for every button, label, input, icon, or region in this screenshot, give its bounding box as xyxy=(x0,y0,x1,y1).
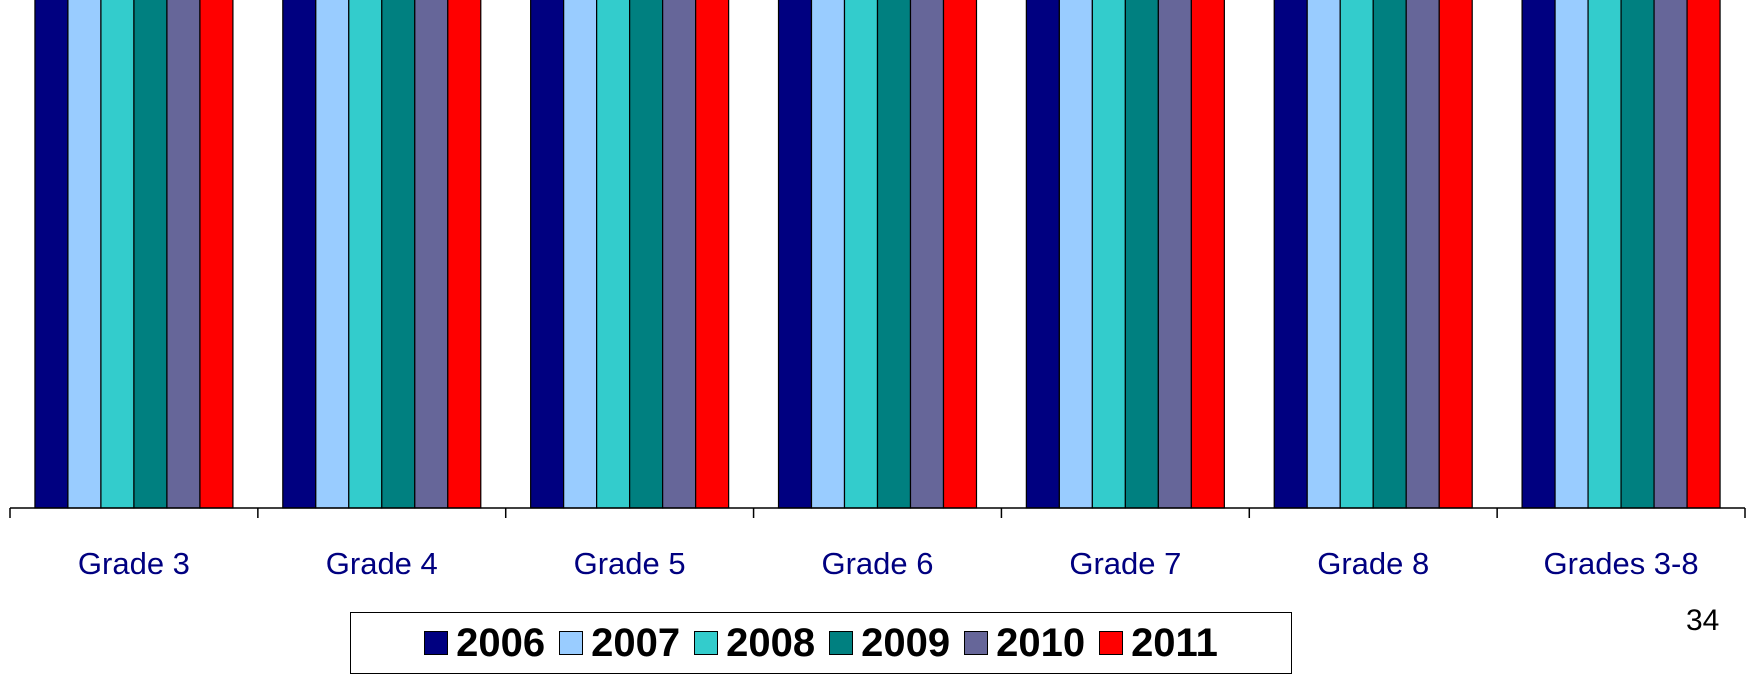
bar-2010-grade-7 xyxy=(1157,0,1192,509)
bar-2009-grade-5 xyxy=(629,0,664,509)
bar-2007-grades-3-8 xyxy=(1554,0,1589,509)
legend-swatch xyxy=(559,631,584,655)
bar-2006-grades-3-8 xyxy=(1521,0,1556,509)
bar-2010-grade-8 xyxy=(1405,0,1440,509)
x-axis: Grade 3 Grade 4 Grade 5 Grade 6 Grade 7 Grade… xyxy=(9,507,1746,581)
bar-2011-grade-4 xyxy=(447,0,482,509)
bar-2006-grade-3 xyxy=(34,0,69,509)
legend-label: 2010 xyxy=(996,620,1086,665)
bar-2011-grade-5 xyxy=(695,0,730,509)
bar-2009-grade-4 xyxy=(381,0,416,509)
bar-2006-grade-8 xyxy=(1273,0,1308,509)
bar-2007-grade-4 xyxy=(315,0,350,509)
legend: 2006 2007 2008 2009 2010 2011 xyxy=(350,612,1292,674)
bar-2008-grade-4 xyxy=(348,0,383,509)
legend-swatch xyxy=(829,631,854,655)
bars-layer xyxy=(34,0,1721,509)
legend-swatch xyxy=(694,631,719,655)
bar-2008-grade-6 xyxy=(843,0,879,509)
bar-2009-grade-8 xyxy=(1372,0,1407,509)
bar-2011-grade-8 xyxy=(1438,0,1473,509)
bar-2011-grades-3-8 xyxy=(1686,0,1721,509)
bar-2008-grade-8 xyxy=(1339,0,1374,509)
category-label: Grade 3 xyxy=(78,546,190,581)
legend-item-2010: 2010 xyxy=(964,621,1085,666)
bar-2008-grade-5 xyxy=(596,0,631,509)
legend-swatch xyxy=(424,631,449,655)
bar-2010-grade-6 xyxy=(909,0,945,509)
bar-2008-grade-3 xyxy=(100,0,135,509)
bar-2008-grade-7 xyxy=(1091,0,1126,509)
bar-2010-grade-4 xyxy=(414,0,449,509)
bar-2006-grade-7 xyxy=(1025,0,1060,509)
bar-2011-grade-7 xyxy=(1190,0,1225,509)
bar-2010-grades-3-8 xyxy=(1653,0,1688,509)
bar-2008-grades-3-8 xyxy=(1587,0,1622,509)
page-number: 34 xyxy=(1686,604,1720,637)
category-label: Grade 4 xyxy=(326,546,438,581)
legend-item-2011: 2011 xyxy=(1099,621,1218,666)
bar-2007-grade-8 xyxy=(1306,0,1341,509)
bar-2007-grade-3 xyxy=(67,0,102,509)
bar-2011-grade-6 xyxy=(942,0,978,509)
bar-2007-grade-5 xyxy=(563,0,598,509)
bar-chart: 6576506546586606576536486516576626636486… xyxy=(9,0,1746,581)
category-label: Grades 3-8 xyxy=(1544,546,1699,581)
bar-2010-grade-3 xyxy=(166,0,201,509)
category-label: Grade 5 xyxy=(574,546,686,581)
legend-item-2006: 2006 xyxy=(424,621,545,666)
legend-label: 2009 xyxy=(861,620,951,665)
bar-2007-grade-6 xyxy=(810,0,846,509)
legend-swatch xyxy=(964,631,989,655)
legend-label: 2006 xyxy=(456,620,546,665)
bar-2010-grade-5 xyxy=(662,0,697,509)
legend-item-2007: 2007 xyxy=(559,621,680,666)
legend-item-2009: 2009 xyxy=(829,621,950,666)
legend-label: 2011 xyxy=(1131,620,1218,665)
bar-2006-grade-5 xyxy=(530,0,565,509)
category-label: Grade 8 xyxy=(1317,546,1429,581)
bar-2007-grade-7 xyxy=(1058,0,1093,509)
category-label: Grade 7 xyxy=(1069,546,1181,581)
bar-2009-grade-6 xyxy=(876,0,912,509)
bar-2009-grade-3 xyxy=(133,0,168,509)
legend-item-2008: 2008 xyxy=(694,621,815,666)
bar-2009-grades-3-8 xyxy=(1620,0,1655,509)
bar-2006-grade-6 xyxy=(777,0,813,509)
bar-2009-grade-7 xyxy=(1124,0,1159,509)
bar-2011-grade-3 xyxy=(199,0,234,509)
legend-label: 2007 xyxy=(591,620,681,665)
legend-swatch xyxy=(1099,631,1124,655)
bar-2006-grade-4 xyxy=(282,0,317,509)
legend-label: 2008 xyxy=(726,620,816,665)
category-label: Grade 6 xyxy=(821,546,933,581)
